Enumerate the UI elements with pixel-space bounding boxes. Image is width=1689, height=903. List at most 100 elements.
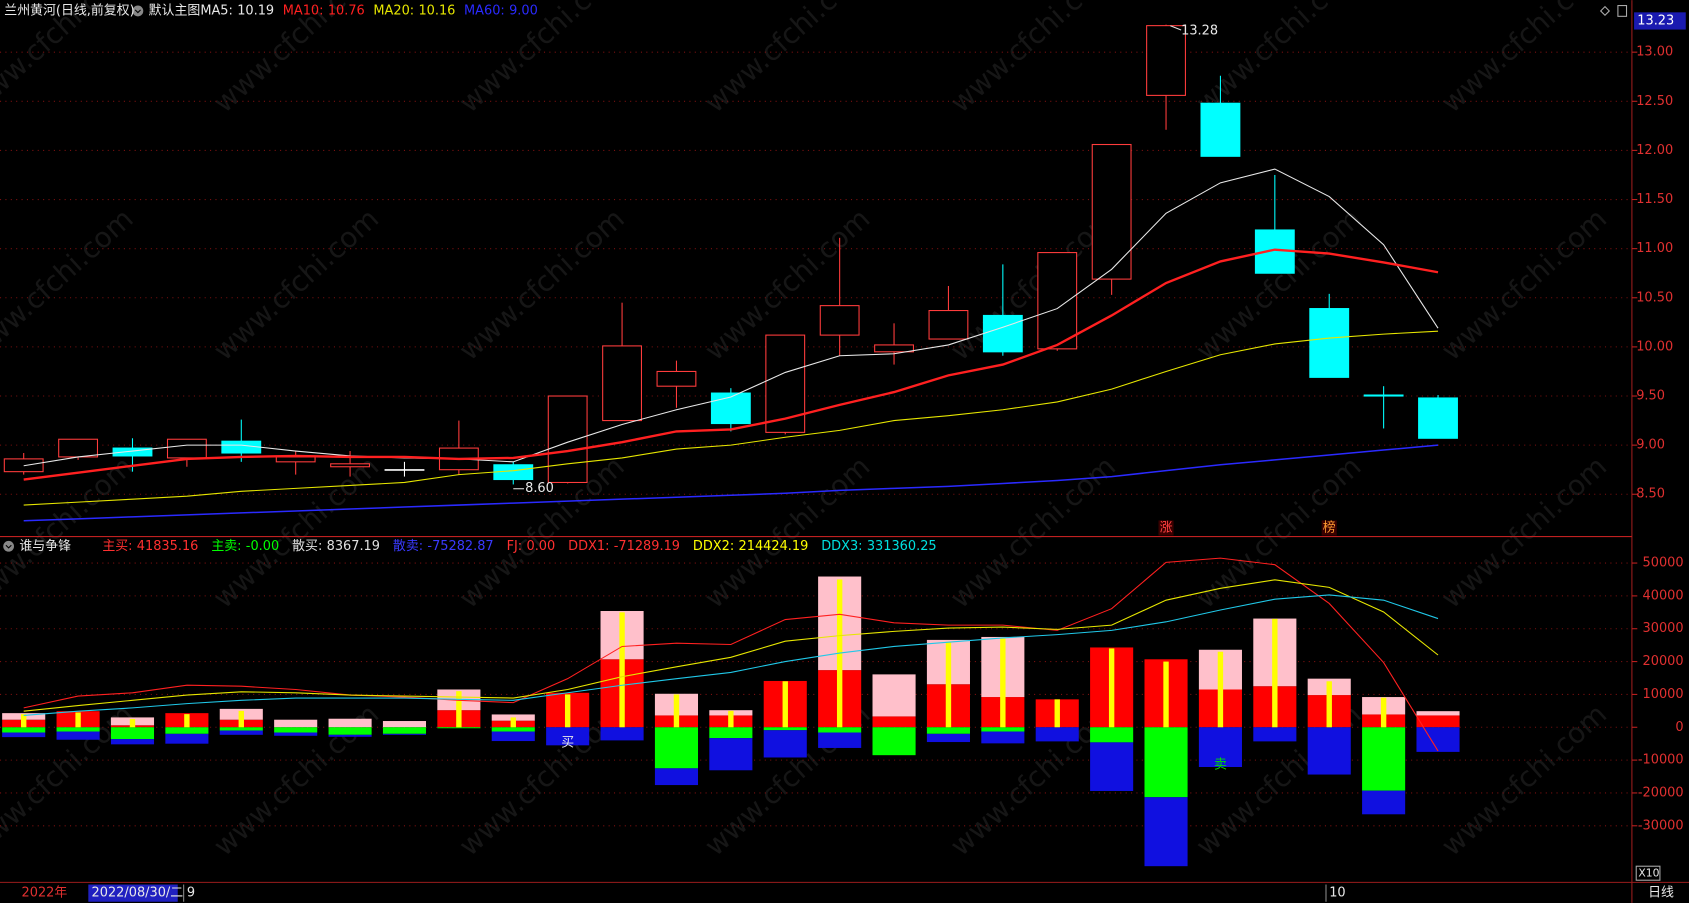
fj-bar <box>1380 697 1387 728</box>
y-tick-label: 50000 <box>1643 556 1684 571</box>
flow-bar <box>654 768 699 786</box>
fj-bar <box>619 612 625 728</box>
legend-name: DDX3: <box>821 539 862 554</box>
flow-bar <box>274 732 318 736</box>
indicator-icon[interactable] <box>3 540 15 552</box>
fj-bar <box>1000 638 1006 728</box>
flow-bar <box>763 730 807 758</box>
flow-bar <box>219 727 263 731</box>
legend-value: 10.19 <box>237 3 274 18</box>
fj-bar <box>1217 651 1224 728</box>
legend-value: 10.16 <box>418 3 455 18</box>
y-tick-label: 9.00 <box>1636 438 1665 453</box>
y-tick-label: 11.50 <box>1636 192 1673 207</box>
flow-bar <box>818 732 862 748</box>
indicator-title: 谁与争锋 <box>19 539 71 554</box>
candle-body <box>1091 143 1132 280</box>
candle-body <box>602 345 642 422</box>
y-tick-label: 11.00 <box>1636 241 1673 256</box>
window-icon[interactable] <box>1617 5 1628 17</box>
flow-bar <box>219 730 263 735</box>
candle-body <box>874 344 914 353</box>
signal: 榜 <box>1323 519 1336 535</box>
cursor-date: 2022/08/30/二 <box>92 886 184 901</box>
legend-value: 214424.19 <box>739 539 809 554</box>
y-tick-label: 10.50 <box>1636 290 1673 305</box>
flow-bar <box>382 721 427 728</box>
legend-name: MA20: <box>373 3 414 18</box>
y-tick-label: 12.00 <box>1636 143 1673 158</box>
cursor-price-box <box>1634 12 1686 30</box>
fj-bar <box>510 717 516 728</box>
flow-bar <box>110 727 155 740</box>
fj-bar <box>782 681 788 728</box>
flow-bar <box>491 731 535 742</box>
high-label: 13.28 <box>1181 24 1218 39</box>
fj-bar <box>1108 648 1115 728</box>
flow-bar <box>56 731 100 740</box>
candle-body <box>819 305 860 336</box>
flow-bar <box>382 727 427 734</box>
fj-bar <box>1163 661 1169 728</box>
legend-value: 331360.25 <box>867 539 937 554</box>
candle-body <box>384 469 425 471</box>
y-tick-label: 0 <box>1675 720 1683 735</box>
legend-name: MA60: <box>464 3 505 18</box>
candle-body <box>166 438 207 459</box>
signal: 涨 <box>1160 520 1173 535</box>
flow-bar <box>709 727 753 739</box>
flow-bar <box>872 727 916 756</box>
flow-bar <box>1035 727 1079 742</box>
main-chart-name: 默认主图 <box>149 2 201 18</box>
candle-body <box>1146 25 1186 96</box>
legend-name: DDX1: <box>568 539 609 554</box>
x-tick-label: 10 <box>1329 886 1345 901</box>
main-chart-icon[interactable] <box>132 5 144 17</box>
flow-bar <box>872 716 916 728</box>
period-label[interactable]: 日线 <box>1648 886 1674 901</box>
fj-bar <box>1272 618 1278 728</box>
flow-bar <box>1307 727 1351 775</box>
ma-line <box>23 330 1439 506</box>
signal-box <box>1158 520 1174 536</box>
candle-body <box>1418 397 1458 439</box>
stock-title: 兰州黄河(日线,前复权) <box>4 2 134 18</box>
flow-bar <box>1416 727 1460 752</box>
zoom-label[interactable]: X10 <box>1638 867 1659 880</box>
flow-bar <box>818 727 862 733</box>
flow-bar <box>1416 711 1460 716</box>
flow-bar <box>546 727 590 746</box>
legend-value: 9.00 <box>509 3 538 18</box>
legend-name: FJ: <box>507 539 523 554</box>
toggle-icon[interactable] <box>1599 5 1611 17</box>
fj-bar <box>673 694 680 728</box>
legend-value: -71289.19 <box>614 539 680 554</box>
legend-value: -0.00 <box>246 539 279 554</box>
flow-bar <box>926 727 970 734</box>
candle-body <box>1309 308 1350 378</box>
flow-bar <box>1362 790 1406 815</box>
flow-bar <box>981 727 1025 732</box>
flow-bar <box>56 727 100 732</box>
flow-bar <box>1416 715 1460 728</box>
fj-bar <box>1326 681 1332 728</box>
legend-value: 10.76 <box>328 3 365 18</box>
legend-value: 41835.16 <box>137 539 199 554</box>
flow-bar <box>763 727 807 731</box>
y-tick-label: 10.00 <box>1636 339 1673 354</box>
indicator-line <box>23 594 1439 716</box>
y-tick-label: 8.50 <box>1636 487 1665 502</box>
flow-bar <box>328 734 372 737</box>
candle-body <box>330 463 371 468</box>
x-tick-label: 9 <box>187 886 195 901</box>
fj-bar <box>238 710 244 728</box>
fj-bar <box>75 712 81 728</box>
candle-body <box>1363 394 1404 397</box>
flow-bar <box>654 727 699 769</box>
flow-bar <box>1144 727 1188 798</box>
fj-bar <box>728 710 734 728</box>
flow-bar <box>872 674 916 717</box>
candle-body <box>547 395 588 484</box>
